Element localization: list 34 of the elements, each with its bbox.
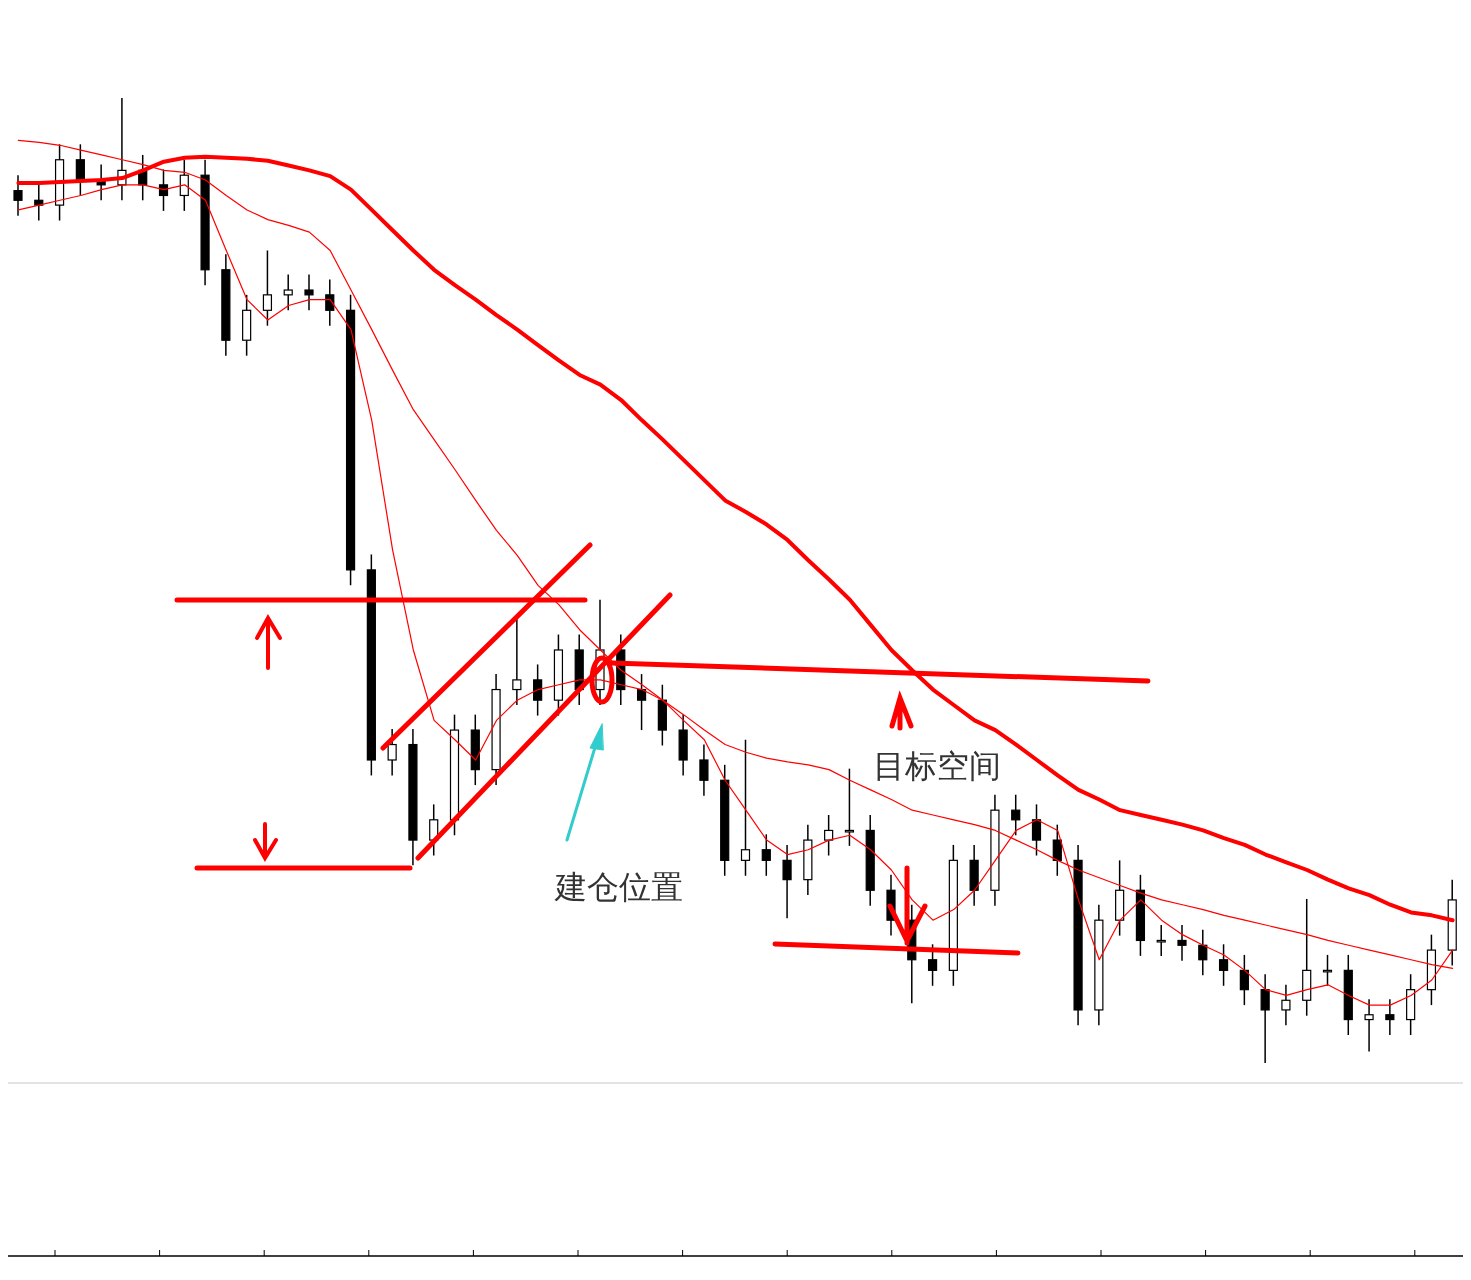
candlestick xyxy=(283,273,293,312)
candlestick xyxy=(1031,803,1042,857)
candlestick xyxy=(1177,924,1187,962)
candlestick xyxy=(699,743,709,797)
candlestick xyxy=(927,943,938,987)
candlestick xyxy=(636,673,647,731)
candlestick xyxy=(325,278,335,327)
candlestick xyxy=(1198,929,1208,976)
candlestick xyxy=(75,143,85,197)
candlestick xyxy=(1052,823,1062,877)
candlestick xyxy=(158,168,169,212)
candlestick xyxy=(304,273,314,312)
candlestick xyxy=(533,663,543,717)
candlestick xyxy=(512,618,522,706)
candlestick xyxy=(844,767,855,847)
candlestick xyxy=(824,814,834,857)
candlestick xyxy=(1239,954,1249,1006)
candlestick xyxy=(761,833,771,877)
candlestick xyxy=(262,249,273,327)
candlestick xyxy=(1281,984,1291,1027)
candlestick xyxy=(1385,998,1395,1036)
annotation: 建仓位置 xyxy=(555,867,683,908)
candlestick xyxy=(1364,998,1374,1053)
candlestick xyxy=(1260,973,1270,1063)
candlestick xyxy=(387,728,397,777)
candlestick xyxy=(1218,943,1229,987)
candlestick xyxy=(1322,954,1333,987)
candlestick xyxy=(1011,793,1021,837)
candlestick xyxy=(782,844,792,919)
candlestick xyxy=(1156,924,1166,957)
candlestick xyxy=(179,159,189,212)
candlestick xyxy=(13,174,23,217)
candlestick xyxy=(740,738,751,877)
annotation: 目标空间 xyxy=(873,746,1001,787)
